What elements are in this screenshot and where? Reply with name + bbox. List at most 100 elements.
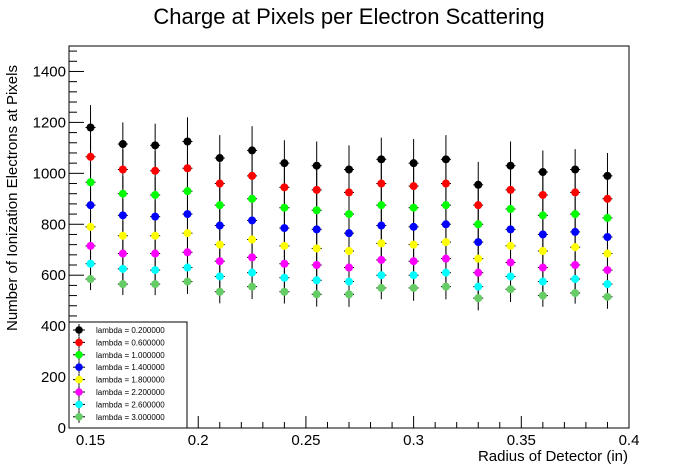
data-point: [280, 159, 289, 168]
data-point: [538, 211, 547, 220]
data-point: [86, 152, 95, 161]
data-point: [603, 280, 612, 289]
data-point: [248, 235, 257, 244]
data-point: [409, 222, 418, 231]
data-point: [538, 190, 547, 199]
legend-marker: [75, 388, 83, 396]
x-tick-label: 0.15: [76, 432, 105, 449]
y-tick-label: 200: [41, 369, 66, 386]
data-point: [312, 276, 321, 285]
legend-marker: [75, 375, 83, 384]
data-point: [377, 255, 386, 264]
data-point: [118, 280, 127, 289]
data-point: [183, 277, 192, 286]
data-point: [538, 277, 547, 286]
data-point: [86, 275, 95, 284]
data-point: [409, 182, 418, 191]
data-point: [377, 271, 386, 280]
chart-title: Charge at Pixels per Electron Scattering: [153, 4, 544, 29]
data-point: [151, 212, 160, 221]
data-point: [571, 165, 580, 174]
legend-marker: [75, 413, 83, 421]
data-point: [603, 266, 612, 275]
data-point: [183, 164, 192, 173]
data-point: [441, 201, 450, 210]
data-point: [86, 178, 95, 187]
data-point: [538, 230, 547, 239]
data-point: [215, 257, 224, 266]
data-point: [603, 171, 612, 180]
data-point: [312, 261, 321, 270]
data-point: [506, 225, 515, 234]
data-point: [215, 201, 224, 210]
data-point: [151, 266, 160, 275]
data-point: [506, 204, 515, 213]
data-point: [248, 171, 257, 180]
data-point: [506, 272, 515, 281]
data-points: [86, 123, 612, 303]
data-point: [280, 241, 289, 250]
y-tick-label: 1000: [33, 165, 66, 182]
data-point: [538, 247, 547, 256]
x-tick-label: 0.35: [507, 432, 536, 449]
legend-marker: [75, 351, 83, 359]
data-point: [571, 289, 580, 298]
data-point: [377, 201, 386, 210]
data-point: [441, 220, 450, 229]
data-point: [118, 189, 127, 198]
data-point: [248, 146, 257, 155]
legend-label: lambda = 1.000000: [96, 351, 165, 360]
data-point: [603, 249, 612, 258]
data-point: [441, 282, 450, 291]
data-point: [151, 166, 160, 175]
data-point: [183, 229, 192, 238]
x-tick-label: 0.4: [619, 432, 640, 449]
data-point: [248, 194, 257, 203]
data-point: [215, 154, 224, 163]
data-point: [409, 240, 418, 249]
data-point: [603, 194, 612, 203]
y-axis-label: Number of Ionization Electrons at Pixels: [4, 65, 21, 331]
data-point: [506, 161, 515, 170]
data-point: [280, 259, 289, 268]
legend-label: lambda = 2.200000: [96, 388, 165, 397]
data-point: [345, 165, 353, 174]
data-point: [151, 141, 160, 150]
data-point: [248, 268, 257, 277]
data-point: [571, 261, 580, 270]
data-point: [377, 221, 386, 230]
data-point: [118, 249, 127, 258]
data-point: [345, 277, 353, 286]
data-point: [183, 248, 192, 257]
data-point: [571, 210, 580, 219]
data-point: [377, 283, 386, 292]
data-point: [280, 224, 289, 233]
data-point: [86, 259, 95, 268]
data-point: [280, 287, 289, 296]
data-point: [312, 185, 321, 194]
data-point: [506, 241, 515, 250]
legend-marker: [75, 363, 83, 372]
data-point: [183, 187, 192, 196]
data-point: [215, 272, 224, 281]
data-point: [345, 229, 353, 238]
data-point: [312, 225, 321, 234]
legend-marker: [75, 326, 83, 334]
data-point: [183, 263, 192, 272]
data-point: [345, 290, 353, 299]
data-point: [474, 282, 483, 291]
data-point: [86, 241, 95, 250]
data-point: [183, 137, 192, 146]
data-point: [215, 240, 224, 249]
y-tick-label: 1400: [33, 63, 66, 80]
data-point: [312, 206, 321, 215]
data-point: [151, 280, 160, 289]
data-point: [506, 258, 515, 267]
legend-label: lambda = 0.200000: [96, 326, 165, 335]
data-point: [474, 254, 483, 263]
data-point: [538, 168, 547, 177]
data-point: [118, 264, 127, 273]
data-point: [86, 123, 95, 132]
x-tick-label: 0.3: [403, 432, 424, 449]
data-point: [377, 179, 386, 188]
